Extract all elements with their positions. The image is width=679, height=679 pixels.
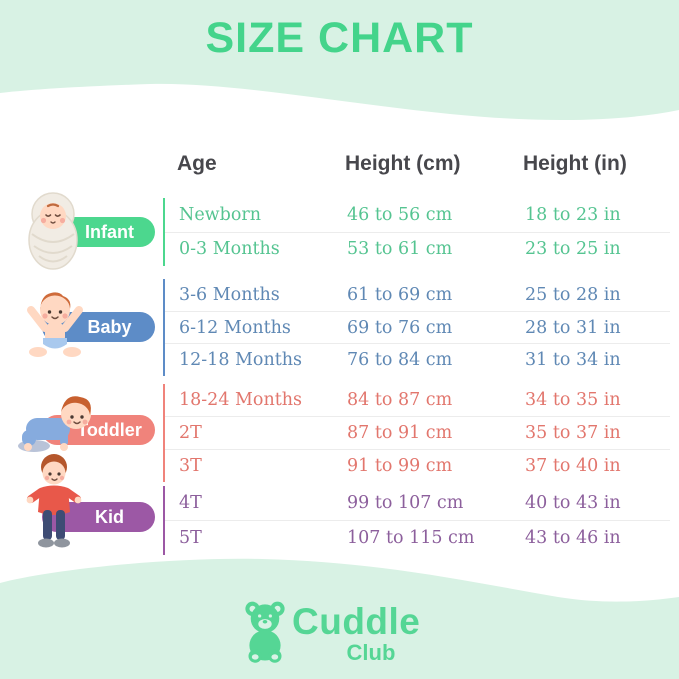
toddler-row-group: 18-24 Months 84 to 87 cm 34 to 35 in 2T 87 t… — [163, 384, 670, 482]
height-in-cell: 34 to 35 in — [525, 390, 621, 410]
height-in-cell: 43 to 46 in — [525, 528, 621, 548]
size-row: 5T 107 to 115 cm 43 to 46 in — [165, 520, 670, 555]
header-height-in: Height (in) — [523, 152, 627, 175]
age-cell: 5T — [179, 528, 202, 548]
size-row: 0-3 Months 53 to 61 cm 23 to 25 in — [165, 231, 670, 267]
height-cm-cell: 99 to 107 cm — [347, 493, 464, 513]
height-cm-cell: 107 to 115 cm — [347, 528, 475, 548]
height-cm-cell: 87 to 91 cm — [347, 423, 453, 443]
size-row: 4T 99 to 107 cm 40 to 43 in — [165, 486, 670, 520]
height-in-cell: 40 to 43 in — [525, 493, 621, 513]
height-in-cell: 35 to 37 in — [525, 423, 621, 443]
size-row: 6-12 Months 69 to 76 cm 28 to 31 in — [165, 310, 670, 344]
height-in-cell: 25 to 28 in — [525, 284, 621, 305]
table-header-row: Age Height (cm) Height (in) — [163, 148, 670, 180]
teddy-bear-logo-icon — [245, 601, 285, 663]
height-cm-cell: 53 to 61 cm — [347, 239, 453, 260]
height-cm-cell: 69 to 76 cm — [347, 317, 453, 338]
swaddled-infant-illustration — [28, 192, 78, 270]
kid-row-group: 4T 99 to 107 cm 40 to 43 in 5T 107 to 115 cm… — [163, 486, 670, 555]
header-age: Age — [177, 152, 217, 175]
height-in-cell: 28 to 31 in — [525, 317, 621, 338]
standing-kid-illustration — [26, 454, 82, 548]
header-height-cm: Height (cm) — [345, 152, 461, 175]
height-cm-cell: 76 to 84 cm — [347, 350, 453, 371]
size-row: 18-24 Months 84 to 87 cm 34 to 35 in — [165, 384, 670, 416]
size-row: 3T 91 to 99 cm 37 to 40 in — [165, 449, 670, 482]
height-in-cell: 37 to 40 in — [525, 456, 621, 476]
age-cell: 6-12 Months — [179, 317, 291, 338]
size-row: 3-6 Months 61 to 69 cm 25 to 28 in — [165, 279, 670, 311]
infant-row-group: Newborn 46 to 56 cm 18 to 23 in 0-3 Months 5… — [163, 198, 670, 266]
height-cm-cell: 61 to 69 cm — [347, 284, 453, 305]
age-cell: 3T — [179, 456, 202, 476]
size-row: 2T 87 to 91 cm 35 to 37 in — [165, 416, 670, 449]
age-cell: 18-24 Months — [179, 390, 303, 410]
page-title: SIZE CHART — [205, 14, 474, 62]
age-cell: 4T — [179, 493, 202, 513]
brand-name: Cuddle — [292, 601, 421, 642]
height-cm-cell: 46 to 56 cm — [347, 204, 453, 225]
age-cell: 12-18 Months — [179, 350, 303, 371]
age-cell: Newborn — [179, 204, 262, 225]
size-row: 12-18 Months 76 to 84 cm 31 to 34 in — [165, 343, 670, 376]
age-cell: 0-3 Months — [179, 239, 280, 260]
baby-illustration — [27, 292, 83, 357]
age-cell: 2T — [179, 423, 202, 443]
baby-row-group: 3-6 Months 61 to 69 cm 25 to 28 in 6-12 Mon… — [163, 279, 670, 376]
height-cm-cell: 91 to 99 cm — [347, 456, 453, 476]
size-row: Newborn 46 to 56 cm 18 to 23 in — [165, 198, 670, 232]
height-in-cell: 18 to 23 in — [525, 204, 621, 225]
height-in-cell: 31 to 34 in — [525, 350, 621, 371]
height-cm-cell: 84 to 87 cm — [347, 390, 453, 410]
crawling-toddler-illustration — [18, 396, 91, 452]
brand-subname: Club — [346, 640, 396, 665]
height-in-cell: 23 to 25 in — [525, 239, 621, 260]
age-cell: 3-6 Months — [179, 284, 280, 305]
